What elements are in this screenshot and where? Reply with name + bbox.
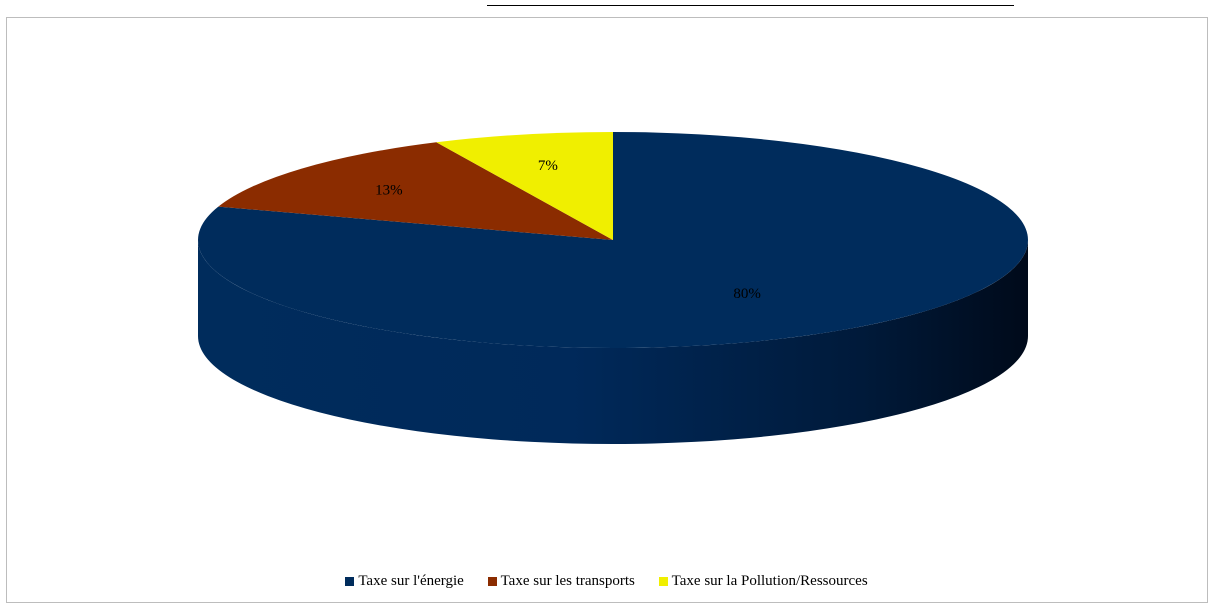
pie-side-energie xyxy=(198,240,1028,444)
pie-slice-transports xyxy=(218,142,613,240)
data-label-energie: 80% xyxy=(733,286,761,302)
pie-tops xyxy=(198,132,1029,348)
pie-labels: 80% 13% 7% xyxy=(375,158,761,302)
legend-item-transports: Taxe sur les transports xyxy=(487,572,635,590)
legend-label-pollution: Taxe sur la Pollution/Ressources xyxy=(671,573,868,589)
legend-swatch-pollution xyxy=(658,576,668,586)
legend-item-energie: Taxe sur l'énergie xyxy=(345,572,464,590)
legend-label-energie: Taxe sur l'énergie xyxy=(358,573,464,589)
data-label-transports: 13% xyxy=(375,183,403,199)
legend-item-pollution: Taxe sur la Pollution/Ressources xyxy=(658,572,868,590)
page-header xyxy=(0,0,1213,8)
pie-slice-pollution xyxy=(436,132,613,240)
header-underline xyxy=(487,5,1014,6)
legend-swatch-transports xyxy=(487,576,497,586)
pie-sides xyxy=(198,240,1028,444)
pie-slice-energie xyxy=(198,132,1029,348)
data-label-pollution: 7% xyxy=(538,158,558,174)
legend-swatch-energie xyxy=(345,576,355,586)
legend-label-transports: Taxe sur les transports xyxy=(500,573,635,589)
legend: Taxe sur l'énergie Taxe sur les transpor… xyxy=(0,572,1213,591)
